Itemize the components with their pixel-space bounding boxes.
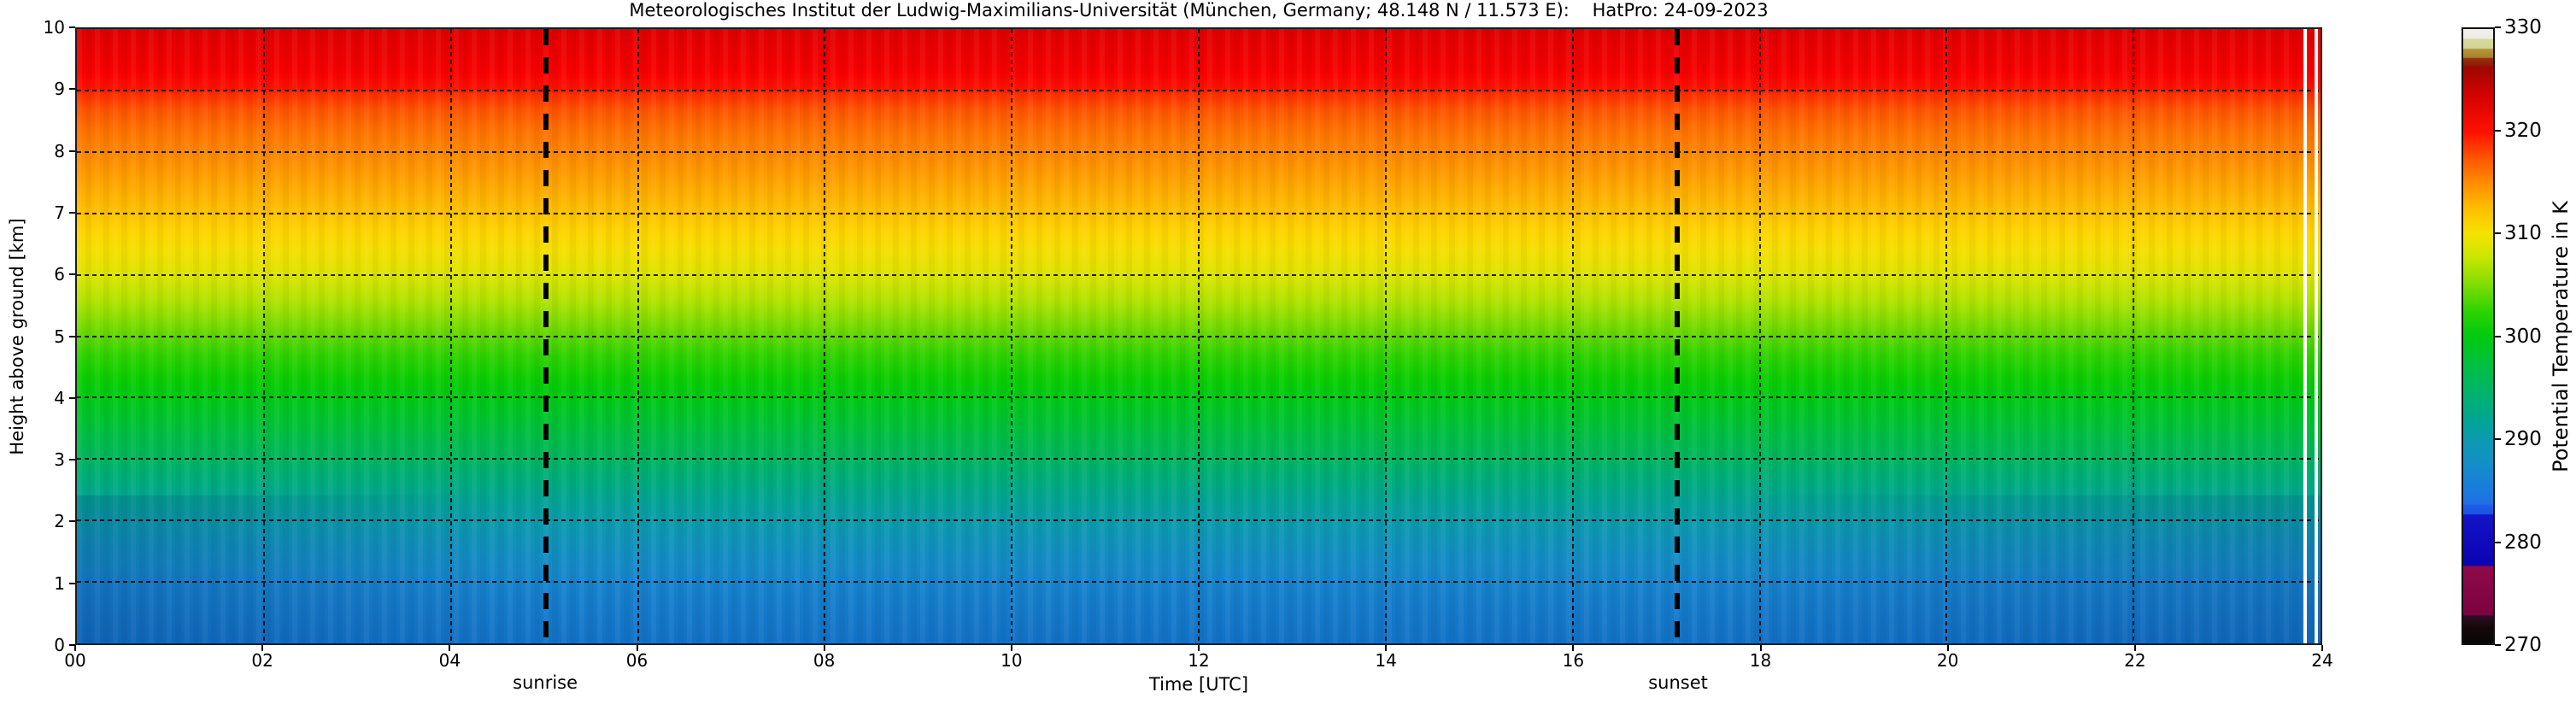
y-tick-0km: [69, 644, 75, 646]
data-gap-stripe-1: [2303, 29, 2308, 643]
x-tick-label-24: 24: [2311, 650, 2333, 671]
y-tick-label-5km: 5: [54, 326, 65, 347]
gridline-y-1km: [77, 581, 2321, 584]
y-tick-9km: [69, 88, 75, 91]
x-tick-label-22: 22: [2124, 650, 2146, 671]
y-tick-3km: [69, 459, 75, 461]
chart-title: Meteorologisches Institut der Ludwig-Max…: [629, 0, 1769, 21]
gridline-y-9km: [77, 89, 2321, 91]
colorbar-tick-310: [2495, 232, 2501, 234]
y-tick-6km: [69, 273, 75, 276]
y-tick-label-1km: 1: [54, 572, 65, 594]
x-tick-label-08: 08: [813, 650, 836, 671]
x-tick-label-16: 16: [1562, 650, 1585, 671]
colorbar-tick-label-320: 320: [2504, 119, 2542, 142]
x-tick-12: [1198, 645, 1200, 651]
y-tick-label-7km: 7: [54, 202, 65, 223]
y-tick-label-9km: 9: [54, 79, 65, 100]
x-tick-label-14: 14: [1375, 650, 1397, 671]
x-axis-label: Time [UTC]: [1148, 674, 1249, 695]
x-tick-label-18: 18: [1749, 650, 1772, 671]
data-gap-stripe-2: [2314, 29, 2318, 643]
x-tick-20: [1946, 645, 1949, 651]
y-tick-5km: [69, 335, 75, 337]
gridline-y-4km: [77, 396, 2321, 399]
y-tick-label-2km: 2: [54, 511, 65, 532]
colorbar-tick-280: [2495, 541, 2501, 543]
gridline-y-3km: [77, 458, 2321, 461]
sunset-line: [1675, 29, 1681, 643]
y-tick-label-3km: 3: [54, 449, 65, 471]
colorbar-tick-320: [2495, 129, 2501, 132]
x-tick-label-02: 02: [251, 650, 273, 671]
colorbar: [2462, 27, 2495, 645]
y-tick-label-6km: 6: [54, 264, 65, 285]
y-tick-4km: [69, 396, 75, 399]
gridline-y-6km: [77, 273, 2321, 276]
y-tick-label-8km: 8: [54, 140, 65, 161]
y-axis-label: Height above ground [km]: [7, 218, 27, 455]
gridline-y-2km: [77, 519, 2321, 522]
y-tick-label-0km: 0: [54, 635, 65, 655]
x-tick-label-06: 06: [625, 650, 648, 671]
colorbar-tick-label-330: 330: [2504, 16, 2542, 38]
sunrise-line: [543, 29, 549, 643]
y-tick-2km: [69, 520, 75, 523]
gridline-y-5km: [77, 335, 2321, 337]
x-tick-10: [1010, 645, 1012, 651]
colorbar-tick-label-270: 270: [2504, 634, 2542, 656]
colorbar-tick-label-290: 290: [2504, 428, 2542, 450]
y-tick-1km: [69, 582, 75, 584]
colorbar-tick-label-280: 280: [2504, 531, 2542, 554]
x-tick-label-10: 10: [1000, 650, 1023, 671]
sunrise-annotation-label: sunrise: [513, 672, 578, 693]
y-tick-10km: [69, 26, 75, 28]
y-tick-8km: [69, 150, 75, 152]
x-tick-14: [1385, 645, 1388, 651]
x-tick-22: [2133, 645, 2136, 651]
colorbar-tick-300: [2495, 335, 2501, 337]
colorbar-label: Potential Temperature in K: [2549, 201, 2573, 472]
gridline-y-7km: [77, 212, 2321, 214]
colorbar-tick-label-300: 300: [2504, 325, 2542, 348]
x-tick-24: [2321, 645, 2323, 651]
sunset-annotation-label: sunset: [1648, 672, 1708, 693]
colorbar-tick-270: [2495, 644, 2501, 646]
y-tick-7km: [69, 211, 75, 214]
x-tick-label-00: 00: [64, 650, 86, 671]
x-tick-08: [823, 645, 825, 651]
colorbar-tick-330: [2495, 26, 2501, 28]
y-tick-label-4km: 4: [54, 387, 65, 408]
y-tick-label-10km: 10: [43, 17, 65, 38]
x-tick-06: [636, 645, 638, 651]
heatmap-plot-area: [75, 27, 2322, 645]
gridline-y-8km: [77, 150, 2321, 153]
colorbar-tick-290: [2495, 438, 2501, 440]
x-tick-label-04: 04: [438, 650, 461, 671]
x-tick-18: [1759, 645, 1762, 651]
x-tick-02: [261, 645, 264, 651]
x-tick-04: [449, 645, 451, 651]
colorbar-tick-label-310: 310: [2504, 222, 2542, 244]
x-tick-label-20: 20: [1936, 650, 1959, 671]
x-tick-label-12: 12: [1188, 650, 1210, 671]
x-tick-16: [1572, 645, 1575, 651]
x-tick-00: [74, 645, 76, 651]
